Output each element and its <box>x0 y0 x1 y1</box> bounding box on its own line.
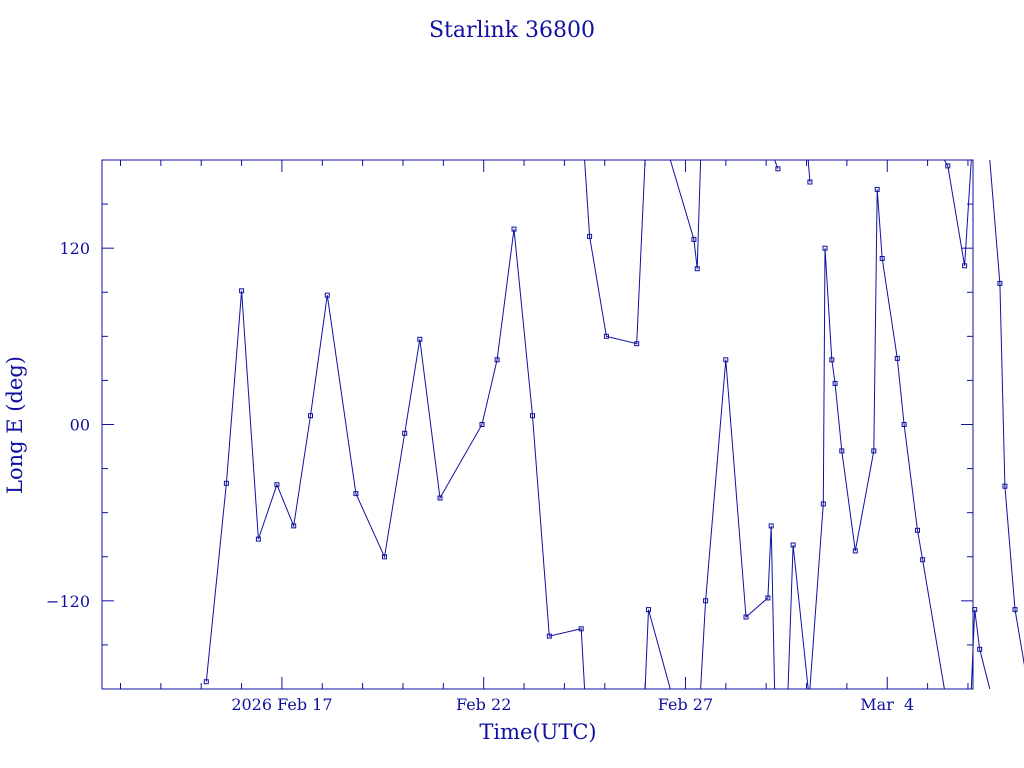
series-line <box>774 159 779 169</box>
data-point <box>578 626 584 632</box>
data-point <box>765 595 771 601</box>
y-tick-label: 120 <box>59 239 90 258</box>
data-point <box>291 523 297 529</box>
data-point <box>1012 607 1018 613</box>
data-point <box>962 263 968 269</box>
data-point <box>417 336 423 342</box>
data-point <box>223 480 229 486</box>
y-axis-tick-labels: 120 00 −120 <box>46 239 90 611</box>
series-line <box>787 544 809 690</box>
data-point <box>832 380 838 386</box>
series-line <box>205 229 586 690</box>
series-line <box>809 189 945 690</box>
x-axis-title: Time(UTC) <box>479 720 596 744</box>
data-point <box>839 448 845 454</box>
data-point <box>402 430 408 436</box>
y-axis-ticks <box>102 203 973 646</box>
data-point <box>894 355 900 361</box>
data-point <box>511 226 517 232</box>
data-point <box>324 292 330 298</box>
data-point <box>587 233 593 239</box>
data-point <box>820 501 826 507</box>
series-line <box>700 359 776 690</box>
data-point <box>603 333 609 339</box>
data-point <box>743 614 749 620</box>
data-point <box>1002 483 1008 489</box>
y-axis-title: Long E (deg) <box>3 356 27 494</box>
series-line <box>644 609 671 690</box>
y-tick-label: −120 <box>46 592 90 611</box>
data-point <box>775 166 781 172</box>
data-point <box>901 422 907 427</box>
data-point <box>530 413 535 419</box>
x-axis-tick-labels: 2026 Feb 17 Feb 22 Feb 27 Mar 4 <box>231 695 914 714</box>
data-point <box>694 266 700 272</box>
y-tick-label: 00 <box>70 416 90 435</box>
data-point <box>945 163 951 169</box>
data-point <box>790 542 796 548</box>
x-tick-label: 2026 Feb 17 <box>231 695 332 714</box>
data-point <box>274 482 280 488</box>
data-point <box>879 256 885 261</box>
data-point <box>920 557 926 563</box>
data-point <box>494 357 500 363</box>
series-line <box>807 159 811 183</box>
data-point <box>634 341 640 347</box>
data-series <box>203 159 1024 690</box>
data-point <box>915 527 920 533</box>
data-point <box>822 245 828 251</box>
data-point <box>977 646 983 652</box>
data-point <box>382 554 387 560</box>
data-point <box>646 607 651 613</box>
data-point <box>723 357 729 363</box>
data-point <box>768 523 774 529</box>
x-tick-label: Feb 27 <box>658 695 713 714</box>
data-point <box>437 495 443 501</box>
data-point <box>479 422 485 427</box>
data-point <box>807 179 813 185</box>
data-point <box>203 679 209 685</box>
series-line <box>943 159 972 266</box>
data-point <box>972 607 978 613</box>
series-line <box>669 159 702 269</box>
data-point <box>874 186 880 192</box>
x-tick-label: Feb 22 <box>456 695 511 714</box>
x-tick-label: Mar 4 <box>860 695 914 714</box>
data-point <box>691 236 697 242</box>
data-point <box>829 357 835 363</box>
data-point <box>703 598 709 604</box>
data-point <box>353 491 359 497</box>
data-point <box>308 413 313 419</box>
series-line <box>989 159 1024 666</box>
data-point <box>871 448 877 454</box>
series-line <box>584 159 646 345</box>
data-point <box>997 280 1003 286</box>
data-point <box>239 288 245 294</box>
x-axis-ticks <box>119 160 969 689</box>
data-point <box>255 536 261 542</box>
data-point <box>852 548 858 554</box>
chart-title: Starlink 36800 <box>429 18 595 43</box>
series-line <box>970 609 991 690</box>
data-point <box>546 633 552 639</box>
plot-frame <box>101 159 974 690</box>
